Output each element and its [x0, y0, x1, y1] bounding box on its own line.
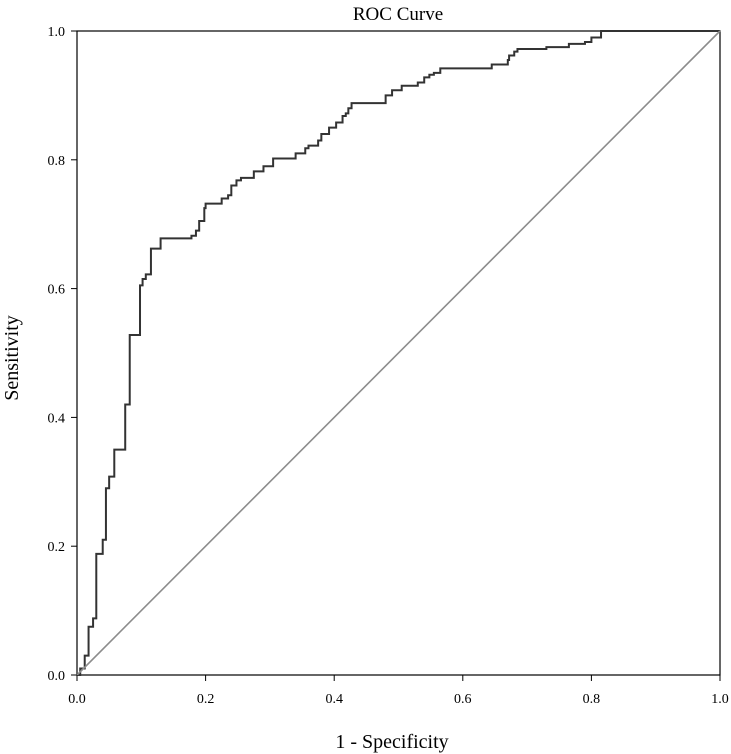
y-tick-label: 0.4: [48, 411, 66, 426]
chart-title: ROC Curve: [353, 4, 443, 25]
x-tick-label: 0.0: [68, 692, 86, 707]
x-tick-label: 0.2: [197, 692, 215, 707]
x-tick-label: 1.0: [711, 692, 729, 707]
plot-area: [76, 30, 721, 676]
y-tick-label: 0.0: [48, 669, 66, 684]
plot-frame: [76, 30, 721, 676]
tick-group: 0.0 0.2 0.4 0.6 0.8 1.0 0.0 0.2 0.4 0.6 0.8 1.0: [48, 25, 729, 707]
y-tick-label: 1.0: [48, 25, 66, 40]
x-tick-label: 0.4: [325, 692, 343, 707]
y-tick-label: 0.6: [48, 283, 66, 298]
y-tick-label: 0.8: [48, 154, 66, 169]
reference-diagonal-line: [76, 30, 721, 676]
x-axis-label: 1 - Specificity: [335, 731, 448, 753]
y-tick-label: 0.2: [48, 540, 66, 555]
y-axis-label: Sensitivity: [1, 315, 23, 401]
roc-curve-line: [77, 30, 720, 676]
x-tick-label: 0.8: [583, 692, 601, 707]
x-tick-label: 0.6: [454, 692, 472, 707]
